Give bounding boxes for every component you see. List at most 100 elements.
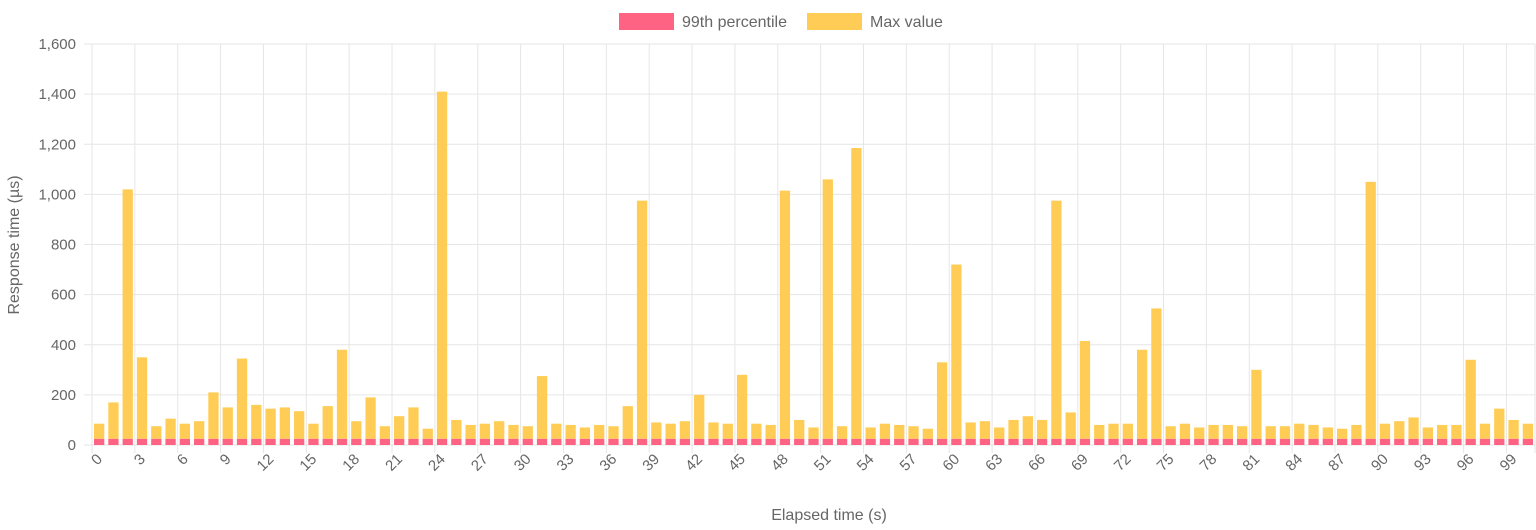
- bar-99th-percentile[interactable]: [1508, 438, 1519, 445]
- bar-99th-percentile[interactable]: [936, 438, 948, 445]
- bar-max-value[interactable]: [936, 362, 948, 439]
- bar-99th-percentile[interactable]: [151, 438, 162, 445]
- bar-99th-percentile[interactable]: [708, 438, 719, 445]
- bar-99th-percentile[interactable]: [579, 438, 591, 445]
- bar-max-value[interactable]: [208, 392, 219, 439]
- bar-99th-percentile[interactable]: [608, 438, 619, 445]
- bar-99th-percentile[interactable]: [208, 438, 219, 445]
- bar-99th-percentile[interactable]: [1008, 438, 1019, 445]
- bar-max-value[interactable]: [408, 407, 419, 439]
- bar-max-value[interactable]: [1294, 423, 1305, 439]
- bar-max-value[interactable]: [151, 426, 162, 439]
- bar-max-value[interactable]: [1036, 419, 1048, 439]
- bar-99th-percentile[interactable]: [636, 438, 648, 445]
- bar-99th-percentile[interactable]: [594, 438, 605, 445]
- bar-max-value[interactable]: [436, 91, 448, 439]
- bar-max-value[interactable]: [708, 422, 719, 439]
- bar-99th-percentile[interactable]: [279, 438, 291, 445]
- bar-99th-percentile[interactable]: [165, 438, 176, 445]
- bar-99th-percentile[interactable]: [179, 438, 191, 445]
- bar-max-value[interactable]: [1251, 369, 1262, 439]
- bar-max-value[interactable]: [479, 423, 491, 439]
- bar-max-value[interactable]: [1079, 340, 1091, 439]
- bar-max-value[interactable]: [1265, 426, 1276, 439]
- bar-max-value[interactable]: [1508, 419, 1519, 439]
- bar-99th-percentile[interactable]: [551, 438, 562, 445]
- bar-99th-percentile[interactable]: [465, 438, 476, 445]
- legend-swatch-99th-percentile[interactable]: [619, 13, 674, 30]
- bar-99th-percentile[interactable]: [1208, 438, 1219, 445]
- bar-max-value[interactable]: [265, 408, 276, 439]
- bar-max-value[interactable]: [1008, 419, 1019, 439]
- bar-max-value[interactable]: [865, 427, 876, 439]
- legend-label-max-value[interactable]: Max value: [870, 14, 943, 31]
- bar-max-value[interactable]: [322, 406, 333, 439]
- bar-99th-percentile[interactable]: [1179, 438, 1191, 445]
- bar-99th-percentile[interactable]: [1236, 438, 1248, 445]
- bar-max-value[interactable]: [1451, 424, 1462, 439]
- bar-99th-percentile[interactable]: [965, 438, 976, 445]
- bar-99th-percentile[interactable]: [1479, 438, 1491, 445]
- bar-max-value[interactable]: [965, 422, 976, 439]
- bar-99th-percentile[interactable]: [822, 438, 833, 445]
- bar-max-value[interactable]: [979, 421, 991, 439]
- bar-max-value[interactable]: [465, 424, 476, 439]
- bar-99th-percentile[interactable]: [336, 438, 348, 445]
- bar-99th-percentile[interactable]: [322, 438, 333, 445]
- bar-max-value[interactable]: [365, 397, 376, 439]
- bar-99th-percentile[interactable]: [979, 438, 991, 445]
- bar-99th-percentile[interactable]: [1194, 438, 1205, 445]
- bar-99th-percentile[interactable]: [651, 438, 662, 445]
- bar-99th-percentile[interactable]: [679, 438, 691, 445]
- bar-99th-percentile[interactable]: [308, 438, 319, 445]
- bar-99th-percentile[interactable]: [1122, 438, 1133, 445]
- bar-max-value[interactable]: [1208, 424, 1219, 439]
- bar-max-value[interactable]: [1494, 408, 1505, 439]
- bar-99th-percentile[interactable]: [194, 438, 205, 445]
- bar-99th-percentile[interactable]: [508, 438, 519, 445]
- bar-99th-percentile[interactable]: [1494, 438, 1505, 445]
- bar-max-value[interactable]: [179, 423, 191, 439]
- bar-max-value[interactable]: [236, 358, 248, 439]
- bar-99th-percentile[interactable]: [379, 438, 391, 445]
- bar-99th-percentile[interactable]: [808, 438, 819, 445]
- bar-max-value[interactable]: [1022, 416, 1033, 439]
- bar-max-value[interactable]: [808, 427, 819, 439]
- bar-max-value[interactable]: [165, 418, 176, 439]
- bar-99th-percentile[interactable]: [694, 438, 705, 445]
- bar-max-value[interactable]: [136, 357, 148, 439]
- bar-99th-percentile[interactable]: [1265, 438, 1276, 445]
- bar-99th-percentile[interactable]: [951, 438, 962, 445]
- bar-max-value[interactable]: [922, 428, 933, 439]
- bar-99th-percentile[interactable]: [394, 438, 405, 445]
- bar-max-value[interactable]: [951, 264, 962, 439]
- bar-99th-percentile[interactable]: [865, 438, 876, 445]
- bar-99th-percentile[interactable]: [1408, 438, 1419, 445]
- bar-99th-percentile[interactable]: [1465, 438, 1476, 445]
- bar-max-value[interactable]: [451, 419, 462, 439]
- bar-max-value[interactable]: [908, 426, 919, 439]
- bar-max-value[interactable]: [1422, 427, 1433, 439]
- bar-max-value[interactable]: [1136, 349, 1148, 439]
- bar-max-value[interactable]: [608, 426, 619, 439]
- bar-max-value[interactable]: [251, 404, 262, 439]
- bar-max-value[interactable]: [422, 428, 433, 439]
- bar-99th-percentile[interactable]: [894, 438, 905, 445]
- bar-99th-percentile[interactable]: [365, 438, 376, 445]
- bar-max-value[interactable]: [594, 424, 605, 439]
- bar-max-value[interactable]: [1151, 308, 1162, 439]
- bar-max-value[interactable]: [1065, 412, 1076, 439]
- bar-99th-percentile[interactable]: [1351, 438, 1362, 445]
- bar-max-value[interactable]: [1122, 423, 1133, 439]
- bar-99th-percentile[interactable]: [451, 438, 462, 445]
- bar-99th-percentile[interactable]: [536, 438, 548, 445]
- bar-max-value[interactable]: [736, 374, 748, 439]
- bar-max-value[interactable]: [122, 189, 133, 439]
- bar-max-value[interactable]: [1436, 424, 1448, 439]
- bar-99th-percentile[interactable]: [1094, 438, 1105, 445]
- bar-max-value[interactable]: [108, 402, 119, 439]
- bar-max-value[interactable]: [294, 411, 305, 439]
- bar-max-value[interactable]: [1322, 427, 1333, 439]
- bar-99th-percentile[interactable]: [236, 438, 248, 445]
- bar-99th-percentile[interactable]: [1365, 438, 1376, 445]
